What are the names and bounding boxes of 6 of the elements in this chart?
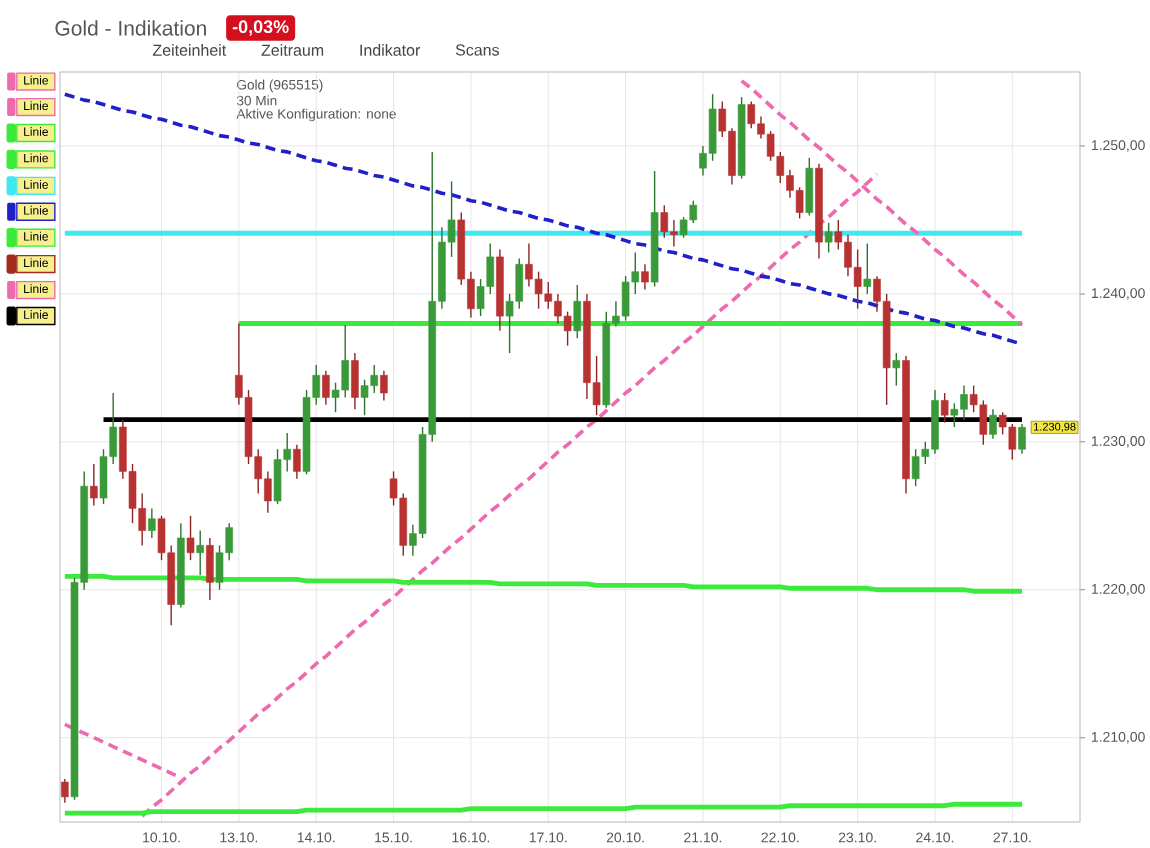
chart-title: Gold - Indikation	[55, 20, 206, 36]
text: Scans	[455, 44, 500, 56]
text: Indikator	[360, 44, 421, 56]
text: Zeiteinheit	[152, 44, 227, 56]
text: Zeitraum	[261, 44, 324, 56]
text: -0,03%	[232, 20, 289, 36]
